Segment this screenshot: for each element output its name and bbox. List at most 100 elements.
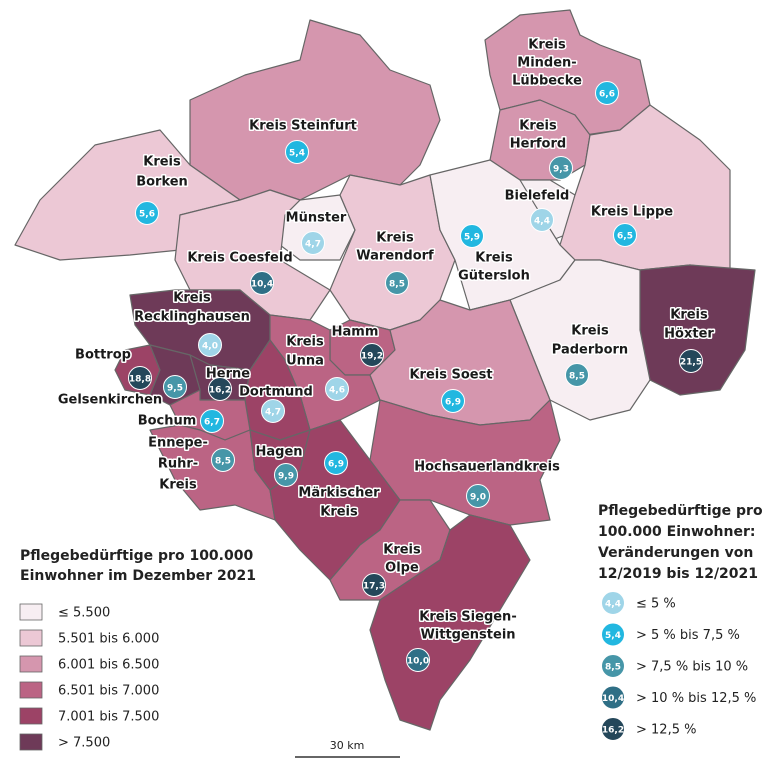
change-value: 6,6 — [599, 90, 615, 100]
region-label: Gelsenkirchen — [58, 393, 162, 408]
change-value: 10,0 — [407, 657, 429, 667]
legend-sample: 8,5 — [605, 663, 621, 673]
legend-marker — [601, 591, 625, 615]
legend-sample: 4,4 — [605, 600, 621, 610]
region-label: Warendorf — [356, 249, 434, 264]
change-marker — [200, 409, 224, 433]
region-label: Kreis Soest — [409, 368, 492, 383]
region-label: Herne — [206, 367, 250, 382]
change-marker — [250, 271, 274, 295]
region-label: Kreis Lippe — [591, 205, 673, 220]
region-label: Gütersloh — [458, 269, 530, 284]
region-label: Bielefeld — [505, 189, 570, 204]
region-label: Kreis Steinfurt — [249, 119, 357, 134]
scale-label: 30 km — [330, 739, 365, 752]
region-label: Herford — [510, 137, 566, 152]
region-label: Paderborn — [552, 343, 628, 358]
region-label: Recklinghausen — [134, 310, 250, 325]
region-label: Dortmund — [239, 385, 313, 400]
region-label: Kreis — [143, 155, 181, 170]
change-value: 5,9 — [464, 233, 480, 243]
legend-marker — [601, 685, 625, 710]
legend-marker — [601, 717, 625, 741]
region-label: Bochum — [138, 414, 197, 429]
region-label: Hamm — [332, 325, 379, 340]
change-value: 4,4 — [534, 217, 550, 227]
change-value: 6,5 — [617, 232, 633, 242]
region-label: Kreis — [475, 251, 513, 266]
change-marker — [530, 208, 554, 232]
legend-sample: 5,4 — [605, 631, 621, 641]
legend-label: 6.001 bis 6.500 — [58, 658, 159, 673]
region-label: Hagen — [255, 445, 302, 460]
region-label: Borken — [136, 175, 188, 190]
region-label: Ruhr- — [158, 457, 198, 472]
change-marker — [274, 463, 298, 487]
legend-title: Pflegebedürftige pro — [598, 503, 763, 519]
change-value: 9,9 — [278, 472, 294, 482]
legend-swatch — [19, 603, 43, 621]
change-marker — [261, 399, 285, 423]
change-value: 8,5 — [389, 280, 405, 290]
legend-title: 12/2019 bis 12/2021 — [598, 566, 758, 582]
legend-label: ≤ 5.500 — [58, 606, 110, 621]
change-marker — [679, 349, 703, 373]
change-value: 9,0 — [470, 493, 486, 503]
legend-label: > 10 % bis 12,5 % — [636, 691, 756, 706]
legend-label: 7.001 bis 7.500 — [58, 710, 159, 725]
region-label: Lübbecke — [512, 74, 582, 89]
change-marker — [362, 573, 386, 597]
region-label: Unna — [286, 354, 324, 369]
change-marker — [324, 451, 348, 475]
change-marker — [565, 363, 589, 387]
region-label: Kreis — [286, 335, 324, 350]
change-marker — [441, 389, 465, 413]
legend-title: Veränderungen von — [598, 545, 753, 561]
legend-label: 5.501 bis 6.000 — [58, 632, 159, 647]
change-value: 17,3 — [363, 582, 385, 592]
legend-label: > 12,5 % — [636, 723, 696, 738]
region-label: Minden- — [517, 56, 576, 71]
change-marker — [135, 201, 159, 225]
legend-marker — [601, 622, 625, 647]
legend-label: 6.501 bis 7.000 — [58, 684, 159, 699]
region — [279, 194, 356, 261]
legend-sample: 16,2 — [602, 726, 624, 736]
change-marker — [360, 343, 384, 367]
legend-label: > 5 % bis 7,5 % — [636, 628, 740, 643]
change-value: 9,3 — [553, 165, 569, 175]
change-value: 4,7 — [265, 408, 281, 418]
legend-swatch — [19, 707, 43, 725]
change-marker — [385, 271, 409, 295]
change-marker — [466, 484, 490, 508]
region-label: Kreis — [571, 324, 609, 339]
change-value: 16,2 — [209, 386, 231, 396]
region-label: Kreis — [376, 231, 414, 246]
change-value: 8,5 — [569, 372, 585, 382]
change-marker — [549, 156, 573, 180]
region-label: Kreis Coesfeld — [187, 251, 292, 266]
region-label: Münster — [286, 211, 347, 226]
change-marker — [211, 448, 235, 472]
change-marker — [613, 223, 637, 247]
change-value: 5,4 — [289, 149, 305, 159]
change-marker — [285, 140, 309, 164]
region-label: Olpe — [385, 561, 419, 576]
legend-label: ≤ 5 % — [636, 597, 676, 612]
legend-label: > 7.500 — [58, 736, 110, 751]
legend-marker — [601, 654, 625, 678]
change-marker — [301, 231, 325, 255]
region-label: Kreis — [159, 478, 197, 493]
legend: Pflegebedürftige pro 100.000 Einwohner im… — [19, 503, 763, 751]
region-label: Kreis — [173, 291, 211, 306]
legend-swatch — [19, 629, 43, 647]
region-label: Kreis Siegen- — [419, 610, 516, 625]
change-value: 21,5 — [680, 358, 702, 368]
region-label: Kreis — [528, 38, 566, 53]
region-label: Kreis — [320, 505, 358, 520]
change-marker — [208, 377, 232, 401]
region-label: Höxter — [664, 327, 714, 342]
legend-title: Pflegebedürftige pro 100.000 — [20, 548, 253, 564]
regions — [14, 9, 756, 731]
